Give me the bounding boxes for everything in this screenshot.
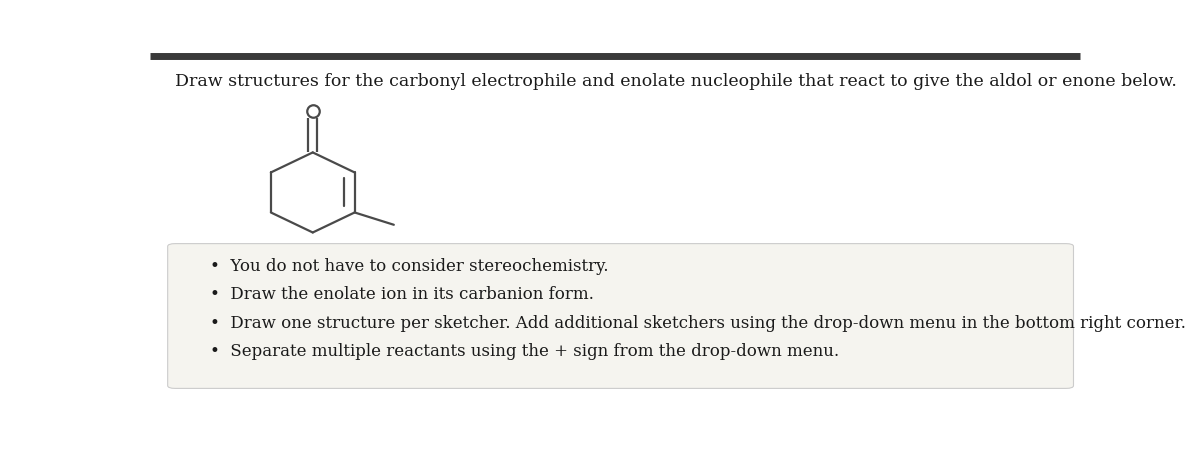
FancyBboxPatch shape: [168, 244, 1074, 389]
Text: Draw structures for the carbonyl electrophile and enolate nucleophile that react: Draw structures for the carbonyl electro…: [175, 73, 1177, 90]
Text: •  You do not have to consider stereochemistry.: • You do not have to consider stereochem…: [210, 257, 608, 274]
Text: •  Draw one structure per sketcher. Add additional sketchers using the drop-down: • Draw one structure per sketcher. Add a…: [210, 314, 1187, 331]
Text: •  Separate multiple reactants using the + sign from the drop-down menu.: • Separate multiple reactants using the …: [210, 343, 840, 359]
Text: •  Draw the enolate ion in its carbanion form.: • Draw the enolate ion in its carbanion …: [210, 286, 594, 303]
